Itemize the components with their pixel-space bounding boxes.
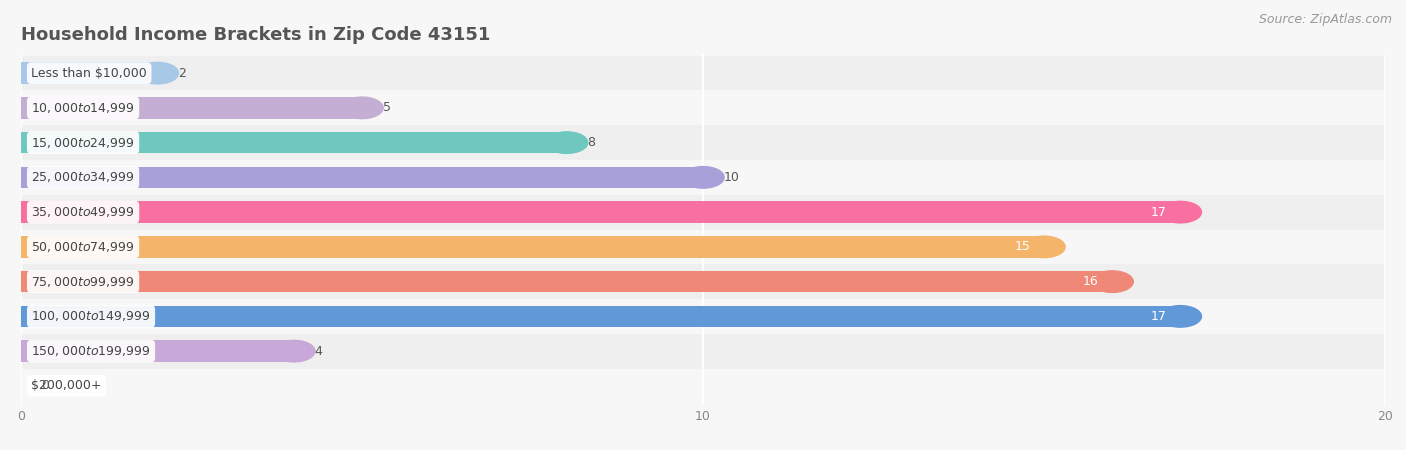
Circle shape — [1091, 271, 1133, 292]
Bar — [21, 97, 363, 119]
Text: 15: 15 — [1015, 240, 1031, 253]
Text: $200,000+: $200,000+ — [31, 379, 101, 392]
Text: 4: 4 — [315, 345, 322, 358]
Bar — [21, 230, 1385, 264]
Circle shape — [546, 132, 588, 153]
Bar — [21, 63, 157, 84]
Text: $75,000 to $99,999: $75,000 to $99,999 — [31, 274, 135, 288]
Bar — [21, 132, 567, 153]
Bar — [21, 195, 1385, 230]
Text: 10: 10 — [724, 171, 740, 184]
Bar — [21, 160, 1385, 195]
Text: 16: 16 — [1083, 275, 1098, 288]
Text: $35,000 to $49,999: $35,000 to $49,999 — [31, 205, 135, 219]
Text: 0: 0 — [42, 379, 49, 392]
Bar — [21, 125, 1385, 160]
Text: $10,000 to $14,999: $10,000 to $14,999 — [31, 101, 135, 115]
Text: Source: ZipAtlas.com: Source: ZipAtlas.com — [1258, 14, 1392, 27]
Bar — [21, 264, 1385, 299]
Bar — [21, 271, 1112, 292]
Bar — [21, 369, 1385, 403]
Bar — [21, 166, 703, 188]
Text: 8: 8 — [588, 136, 595, 149]
Circle shape — [1159, 201, 1202, 223]
Circle shape — [136, 63, 179, 84]
Text: $100,000 to $149,999: $100,000 to $149,999 — [31, 310, 150, 324]
Text: Household Income Brackets in Zip Code 43151: Household Income Brackets in Zip Code 43… — [21, 26, 491, 44]
Text: 17: 17 — [1152, 206, 1167, 219]
Bar — [21, 201, 1181, 223]
Text: 5: 5 — [382, 101, 391, 114]
Bar — [21, 90, 1385, 125]
Text: $150,000 to $199,999: $150,000 to $199,999 — [31, 344, 150, 358]
Bar — [21, 340, 294, 362]
Circle shape — [1022, 236, 1066, 258]
Circle shape — [273, 340, 315, 362]
Text: 2: 2 — [179, 67, 186, 80]
Text: $25,000 to $34,999: $25,000 to $34,999 — [31, 171, 135, 184]
Bar — [21, 299, 1385, 334]
Text: 17: 17 — [1152, 310, 1167, 323]
Circle shape — [340, 97, 384, 119]
Text: $15,000 to $24,999: $15,000 to $24,999 — [31, 135, 135, 149]
Bar — [21, 236, 1045, 258]
Text: $50,000 to $74,999: $50,000 to $74,999 — [31, 240, 135, 254]
Bar — [21, 334, 1385, 369]
Circle shape — [682, 166, 724, 188]
Text: Less than $10,000: Less than $10,000 — [31, 67, 148, 80]
Bar — [21, 306, 1181, 327]
Bar — [21, 56, 1385, 90]
Circle shape — [1159, 306, 1202, 327]
